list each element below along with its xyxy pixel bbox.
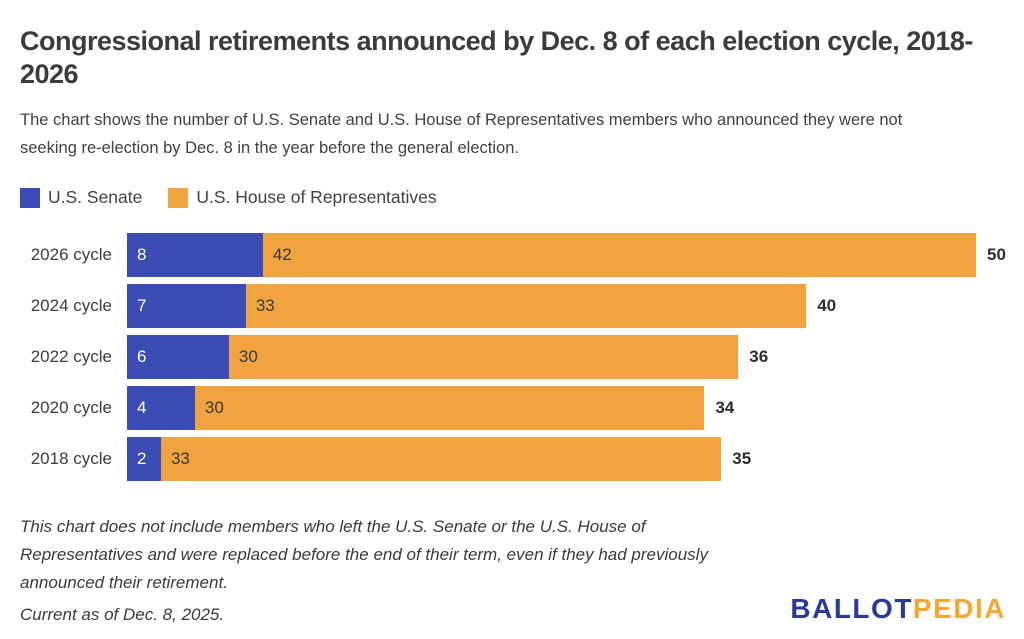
house-legend-swatch xyxy=(168,187,189,208)
ballotpedia-logo: BALLOTPEDIA xyxy=(790,593,1006,625)
house-segment: 42 xyxy=(262,233,976,277)
house-segment: 33 xyxy=(160,437,722,481)
senate-value-label: 8 xyxy=(137,245,147,264)
legend-label-house: U.S. House of Representatives xyxy=(196,187,437,207)
house-value-label: 33 xyxy=(255,296,275,315)
stacked-bar: 6 30 xyxy=(127,335,739,379)
chart-row: 2020 cycle 4 30 34 xyxy=(20,386,1014,430)
house-value-label: 42 xyxy=(272,245,292,264)
stacked-bar: 8 42 xyxy=(127,233,976,277)
bottom-row: Current as of Dec. 8, 2025. BALLOTPEDIA xyxy=(20,593,1006,625)
senate-segment: 8 xyxy=(127,233,263,277)
stacked-bar-chart: 2026 cycle 8 42 50 2024 cycle 7 33 40 2022 cycle… xyxy=(20,233,1014,481)
house-segment: 33 xyxy=(245,284,807,328)
senate-segment: 6 xyxy=(127,335,229,379)
stacked-bar: 4 30 xyxy=(127,386,705,430)
chart-row: 2018 cycle 2 33 35 xyxy=(20,437,1014,481)
stacked-bar: 7 33 xyxy=(127,284,807,328)
house-segment: 30 xyxy=(194,386,705,430)
legend-label-senate: U.S. Senate xyxy=(48,187,143,207)
senate-segment: 7 xyxy=(127,284,246,328)
senate-segment: 2 xyxy=(127,437,161,481)
senate-value-label: 7 xyxy=(137,296,147,315)
logo-pedia-text: PEDIA xyxy=(912,593,1006,624)
senate-value-label: 2 xyxy=(137,449,147,468)
senate-value-label: 4 xyxy=(137,398,147,417)
stacked-bar: 2 33 xyxy=(127,437,722,481)
chart-title: Congressional retirements announced by D… xyxy=(20,26,973,89)
senate-value-label: 6 xyxy=(137,347,147,366)
senate-legend-swatch xyxy=(20,187,40,208)
legend-item-house: U.S. House of Representatives xyxy=(168,187,437,208)
chart-subtitle: The chart shows the number of U.S. Senat… xyxy=(20,111,903,157)
legend: U.S. Senate U.S. House of Representative… xyxy=(20,187,1014,208)
house-value-label: 30 xyxy=(204,398,224,417)
category-label: 2020 cycle xyxy=(30,398,112,417)
total-value-label: 40 xyxy=(817,296,837,315)
total-value-label: 35 xyxy=(732,449,752,468)
category-label: 2018 cycle xyxy=(30,449,112,468)
chart-row: 2022 cycle 6 30 36 xyxy=(20,335,1014,379)
house-value-label: 30 xyxy=(238,347,258,366)
total-value-label: 34 xyxy=(715,398,735,417)
house-segment: 30 xyxy=(228,335,739,379)
category-label: 2022 cycle xyxy=(30,347,112,366)
total-value-label: 36 xyxy=(749,347,769,366)
current-as-of-text: Current as of Dec. 8, 2025. xyxy=(20,605,225,624)
chart-row: 2026 cycle 8 42 50 xyxy=(20,233,1014,277)
category-label: 2026 cycle xyxy=(30,245,112,264)
total-value-label: 50 xyxy=(987,245,1006,264)
house-value-label: 33 xyxy=(170,449,190,468)
senate-segment: 4 xyxy=(127,386,195,430)
category-label: 2024 cycle xyxy=(30,296,112,315)
logo-ballot-text: BALLOT xyxy=(790,593,913,624)
legend-item-senate: U.S. Senate xyxy=(20,187,142,208)
chart-footnote: This chart does not include members who … xyxy=(20,517,708,592)
chart-row: 2024 cycle 7 33 40 xyxy=(20,284,1014,328)
